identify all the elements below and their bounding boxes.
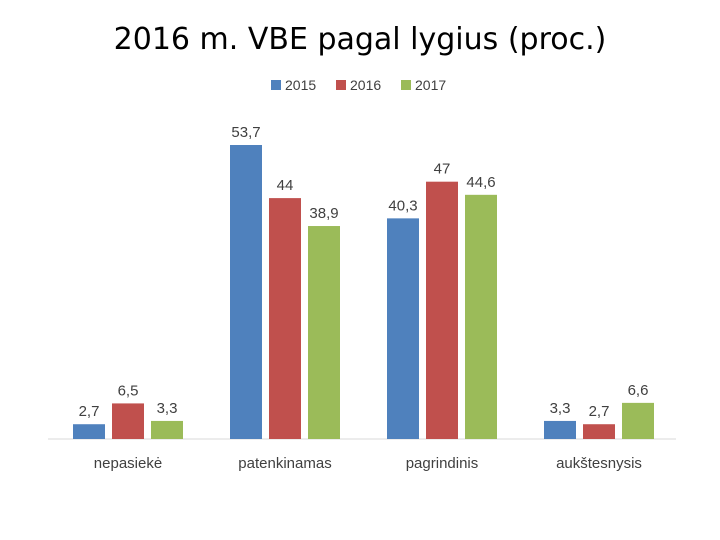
bar-2015-3 [544,420,576,439]
chart-title: 2016 m. VBE pagal lygius (proc.) [113,22,607,57]
bar-2016-3 [583,424,615,439]
legend-swatch-2016 [336,80,346,90]
legend-swatch-2015 [271,80,281,90]
legend-label-2016: 2016 [350,77,381,93]
legend-label-2017: 2017 [415,77,446,93]
data-label-2016-0: 6,5 [118,382,139,399]
data-label-2016-3: 2,7 [589,403,610,420]
bar-group [73,145,654,439]
data-label-2015-1: 53,7 [231,124,260,141]
bar-2017-0 [151,420,183,439]
data-label-2015-0: 2,7 [79,403,100,420]
bar-2015-1 [230,145,262,439]
bar-2015-2 [387,218,419,439]
legend-label-2015: 2015 [285,77,316,93]
data-label-2015-3: 3,3 [550,400,571,417]
data-label-2015-2: 40,3 [388,197,417,214]
bar-2016-1 [269,198,301,439]
bar-2016-2 [426,181,458,439]
bar-2017-2 [465,194,497,439]
data-label-group: 2,7 6,5 3,3 53,7 44 38,9 40,3 47 44,6 3,3 2,7 6,6 [79,124,649,420]
data-label-2016-2: 47 [434,161,451,178]
bar-2016-0 [112,403,144,439]
x-tick-label-2: pagrindinis [406,455,479,472]
data-label-2017-2: 44,6 [466,174,495,191]
bar-2017-1 [308,226,340,439]
x-tick-label-1: patenkinamas [238,455,331,472]
tick-label-group: nepasiekė patenkinamas pagrindinis aukštesn… [94,455,642,472]
x-tick-label-3: aukštesnysis [556,455,642,472]
data-label-2017-3: 6,6 [628,382,649,399]
x-tick-label-0: nepasiekė [94,455,162,472]
bar-2017-3 [622,402,654,439]
data-label-2017-1: 38,9 [309,205,338,222]
data-label-2017-0: 3,3 [157,400,178,417]
data-label-2016-1: 44 [277,177,294,194]
legend-swatch-2017 [401,80,411,90]
chart-legend: 2015 2016 2017 [271,77,446,93]
bar-2015-0 [73,424,105,439]
